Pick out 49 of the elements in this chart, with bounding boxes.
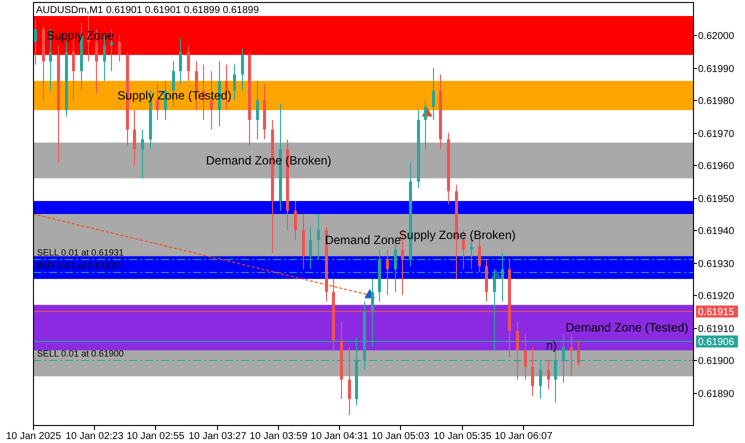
y-tick-label: 0.61900 (698, 356, 735, 367)
band-label: n) (546, 338, 557, 352)
x-tick-label: 10 Jan 02:23 (66, 431, 124, 442)
candlestick (133, 110, 136, 166)
x-tick-label: 10 Jan 02:55 (126, 431, 185, 442)
candlestick (386, 249, 389, 296)
x-tick-label: 10 Jan 03:27 (188, 431, 247, 442)
candlestick (118, 34, 121, 62)
x-tick-label: 10 Jan 05:35 (434, 431, 492, 442)
ref-line-label: SELL 0.01 at 0.61931 (37, 248, 124, 258)
candlestick (348, 346, 351, 416)
y-tick-label: 0.61960 (698, 161, 735, 172)
y-tick-label: 0.61990 (698, 64, 735, 75)
y-tick-label: 0.61970 (698, 129, 735, 140)
candlestick (516, 320, 519, 380)
candlestick (233, 64, 236, 101)
ref-line-label: 0.61906 (698, 337, 735, 348)
y-tick-label: 0.61910 (698, 324, 735, 335)
y-tick-label: 0.61980 (698, 96, 735, 107)
candlestick (187, 44, 190, 82)
candlestick (241, 48, 244, 92)
y-tick-label: 0.61950 (698, 194, 735, 205)
x-tick-label: 10 Jan 03:59 (250, 431, 308, 442)
y-tick-label: 0.61930 (698, 259, 735, 270)
x-tick-label: 10 Jan 04:31 (310, 431, 369, 442)
candlestick (424, 100, 427, 150)
candlestick (34, 18, 37, 66)
candlestick (570, 334, 573, 377)
x-tick-label: 10 Jan 06:07 (494, 431, 553, 442)
ref-line-label: BUY 0.01 at 0.61927 (37, 260, 120, 270)
candlestick (547, 360, 550, 390)
candlestick (141, 129, 144, 179)
y-tick-label: 0.61920 (698, 291, 735, 302)
candlestick (256, 80, 259, 140)
ref-line-label: SELL 0.01 at 0.61900 (37, 348, 124, 358)
x-tick-label: 10 Jan 2025 (6, 431, 62, 442)
candlestick (432, 67, 435, 120)
y-tick-label: 0.61890 (698, 389, 735, 400)
candlestick (524, 334, 527, 380)
chart-title: AUDUSDm,M1 0.61901 0.61901 0.61899 0.61899 (36, 5, 260, 16)
band-label: Demand Zone (Tested) (566, 320, 688, 335)
candlestick (531, 346, 534, 396)
candlestick (577, 340, 580, 368)
candlestick (294, 200, 297, 240)
y-tick-label: 0.62000 (698, 31, 735, 42)
ref-line-label: 0.61915 (698, 307, 735, 318)
candlestick (179, 38, 182, 85)
x-tick-label: 10 Jan 05:03 (372, 431, 430, 442)
y-tick-label: 0.61940 (698, 226, 735, 237)
